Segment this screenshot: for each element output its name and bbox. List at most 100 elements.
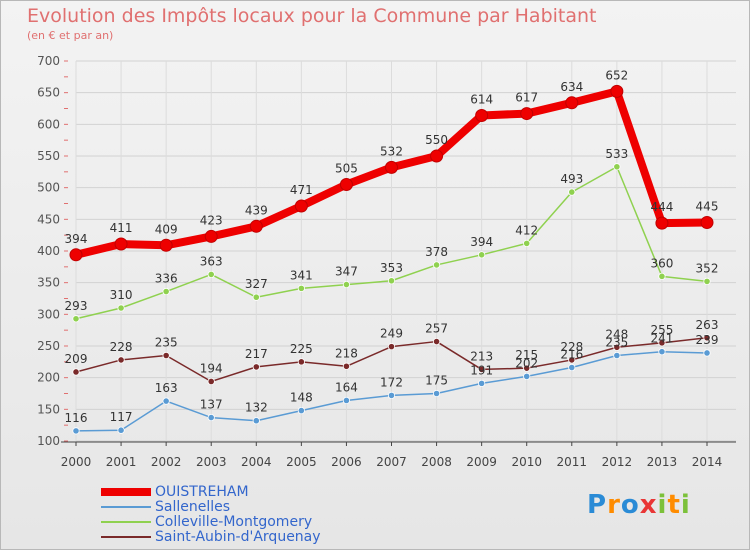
- data-point-sallenelles: [478, 379, 486, 387]
- x-tick-label: 2002: [151, 455, 182, 469]
- data-point-ouistreham: [475, 108, 489, 122]
- data-point-colleville-montgomery: [252, 293, 260, 301]
- data-label-colleville-montgomery: 363: [200, 254, 223, 268]
- data-label-saint-aubin-d-arquenay: 228: [110, 340, 133, 354]
- y-tick-label: 500: [37, 181, 60, 195]
- data-point-ouistreham: [655, 216, 669, 230]
- data-point-saint-aubin-d-arquenay: [703, 334, 711, 342]
- y-tick-label: 400: [37, 244, 60, 258]
- chart-subtitle: (en € et par an): [27, 29, 114, 42]
- data-label-sallenelles: 137: [200, 398, 223, 412]
- data-point-saint-aubin-d-arquenay: [162, 351, 170, 360]
- x-tick-label: 2013: [647, 455, 678, 469]
- data-label-ouistreham: 652: [605, 68, 628, 82]
- data-point-ouistreham: [430, 149, 444, 163]
- y-tick-label: 250: [37, 339, 60, 353]
- x-tick-label: 2001: [106, 455, 137, 469]
- logo-letter: r: [607, 490, 621, 520]
- y-tick-label: 650: [37, 86, 60, 100]
- data-point-saint-aubin-d-arquenay: [658, 339, 666, 347]
- data-label-sallenelles: 175: [425, 374, 448, 388]
- legend-label: Saint-Aubin-d'Arquenay: [155, 529, 321, 545]
- data-label-ouistreham: 634: [560, 80, 583, 94]
- logo-letter: t: [667, 490, 681, 520]
- data-point-saint-aubin-d-arquenay: [297, 358, 305, 366]
- data-label-sallenelles: 241: [650, 332, 673, 346]
- data-point-colleville-montgomery: [432, 261, 441, 269]
- data-label-sallenelles: 172: [380, 375, 403, 389]
- data-point-sallenelles: [117, 426, 125, 434]
- data-label-sallenelles: 235: [605, 336, 628, 350]
- data-point-colleville-montgomery: [117, 304, 125, 312]
- data-label-sallenelles: 202: [515, 356, 538, 370]
- data-label-sallenelles: 148: [290, 391, 313, 405]
- data-point-ouistreham: [385, 160, 398, 174]
- data-point-saint-aubin-d-arquenay: [252, 363, 260, 371]
- proxiti-logo: Proxiti: [587, 490, 691, 520]
- data-label-ouistreham: 444: [650, 200, 673, 214]
- legend-swatch: [101, 536, 151, 538]
- grid: [75, 60, 736, 442]
- data-label-sallenelles: 239: [696, 333, 719, 347]
- data-point-colleville-montgomery: [342, 280, 351, 289]
- data-label-ouistreham: 614: [470, 92, 493, 106]
- y-tick-label: 100: [37, 434, 60, 448]
- data-point-ouistreham: [114, 237, 128, 251]
- x-tick-label: 2009: [466, 455, 497, 469]
- data-point-sallenelles: [162, 397, 170, 405]
- data-label-ouistreham: 439: [245, 203, 268, 217]
- data-point-sallenelles: [342, 396, 351, 405]
- data-point-ouistreham: [520, 107, 534, 121]
- series-lines: [69, 84, 714, 435]
- data-point-colleville-montgomery: [568, 188, 576, 196]
- data-label-colleville-montgomery: 378: [425, 245, 448, 259]
- data-point-sallenelles: [658, 348, 666, 356]
- legend-label: OUISTREHAM: [155, 484, 249, 500]
- x-tick-label: 2000: [61, 455, 92, 469]
- logo-letter: i: [657, 490, 668, 520]
- x-tick-label: 2014: [692, 455, 723, 469]
- legend-label: Colleville-Montgomery: [155, 514, 313, 530]
- x-tick-label: 2005: [286, 455, 317, 469]
- data-point-colleville-montgomery: [523, 239, 531, 247]
- legend-item-colleville-montgomery: Colleville-Montgomery: [101, 515, 361, 530]
- data-point-colleville-montgomery: [478, 251, 486, 259]
- data-point-sallenelles: [297, 406, 305, 415]
- data-label-sallenelles: 216: [560, 348, 583, 362]
- data-label-saint-aubin-d-arquenay: 209: [65, 352, 88, 366]
- data-point-saint-aubin-d-arquenay: [117, 356, 125, 364]
- x-tick-label: 2004: [241, 455, 272, 469]
- data-label-saint-aubin-d-arquenay: 215: [515, 348, 538, 362]
- data-point-sallenelles: [523, 372, 531, 380]
- data-point-ouistreham: [294, 199, 308, 213]
- data-label-saint-aubin-d-arquenay: 217: [245, 347, 268, 361]
- data-label-saint-aubin-d-arquenay: 194: [200, 361, 223, 375]
- data-point-colleville-montgomery: [72, 315, 80, 323]
- data-label-saint-aubin-d-arquenay: 218: [335, 346, 358, 360]
- data-label-sallenelles: 164: [335, 380, 358, 394]
- data-point-ouistreham: [565, 96, 579, 110]
- data-point-colleville-montgomery: [297, 284, 305, 292]
- data-point-ouistreham: [204, 229, 218, 243]
- data-label-sallenelles: 117: [110, 410, 133, 424]
- data-label-saint-aubin-d-arquenay: 235: [155, 336, 178, 350]
- x-tick-label: 2003: [196, 455, 227, 469]
- data-label-sallenelles: 163: [155, 381, 178, 395]
- data-point-colleville-montgomery: [613, 163, 621, 171]
- data-label-saint-aubin-d-arquenay: 263: [696, 318, 719, 332]
- data-label-colleville-montgomery: 493: [560, 172, 583, 186]
- data-label-ouistreham: 445: [696, 200, 719, 214]
- data-point-ouistreham: [610, 84, 624, 98]
- data-point-sallenelles: [207, 413, 215, 422]
- data-point-colleville-montgomery: [207, 270, 215, 279]
- legend: OUISTREHAM Sallenelles Colleville-Montgome…: [101, 485, 361, 545]
- x-tick-label: 2007: [376, 455, 407, 469]
- data-label-ouistreham: 505: [335, 162, 358, 176]
- data-label-colleville-montgomery: 336: [155, 272, 178, 286]
- data-label-colleville-montgomery: 412: [515, 223, 538, 237]
- data-point-colleville-montgomery: [387, 277, 396, 285]
- chart-title: Evolution des Impôts locaux pour la Comm…: [27, 5, 597, 27]
- data-label-colleville-montgomery: 293: [65, 299, 88, 313]
